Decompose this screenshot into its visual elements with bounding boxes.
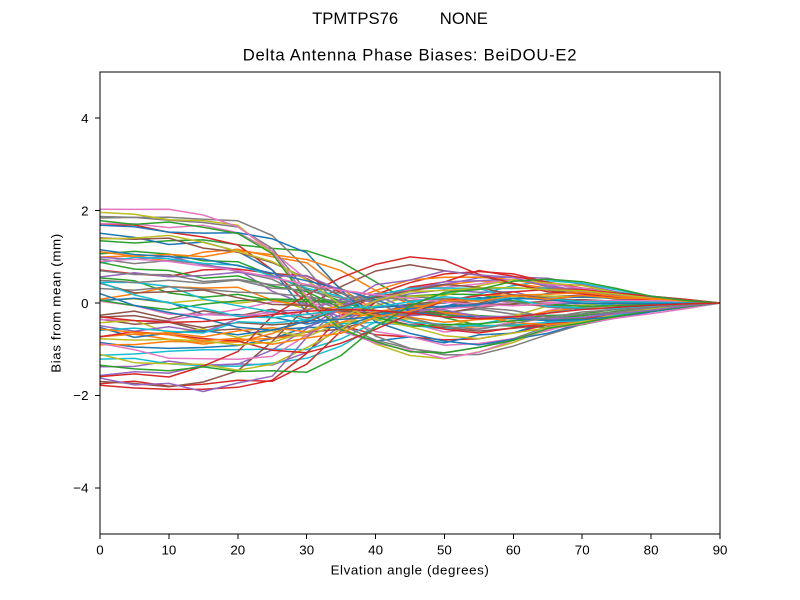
svg-text:10: 10: [161, 543, 176, 558]
svg-text:50: 50: [437, 543, 452, 558]
svg-text:80: 80: [644, 543, 659, 558]
svg-text:−4: −4: [73, 481, 89, 496]
svg-text:90: 90: [713, 543, 728, 558]
svg-text:0: 0: [81, 296, 88, 311]
svg-text:20: 20: [230, 543, 245, 558]
svg-text:60: 60: [506, 543, 521, 558]
svg-text:Bias from mean (mm): Bias from mean (mm): [49, 233, 64, 373]
svg-text:Elvation angle (degrees): Elvation angle (degrees): [331, 563, 490, 578]
svg-text:4: 4: [81, 111, 89, 126]
svg-text:−2: −2: [73, 388, 88, 403]
svg-text:2: 2: [81, 203, 88, 218]
svg-text:70: 70: [575, 543, 590, 558]
svg-text:Delta Antenna Phase Biases: Be: Delta Antenna Phase Biases: BeiDOU-E2: [243, 45, 577, 64]
svg-text:TPMTPS76 NONE: TPMTPS76 NONE: [312, 9, 488, 28]
svg-text:0: 0: [96, 543, 103, 558]
svg-text:40: 40: [368, 543, 383, 558]
svg-text:30: 30: [299, 543, 314, 558]
